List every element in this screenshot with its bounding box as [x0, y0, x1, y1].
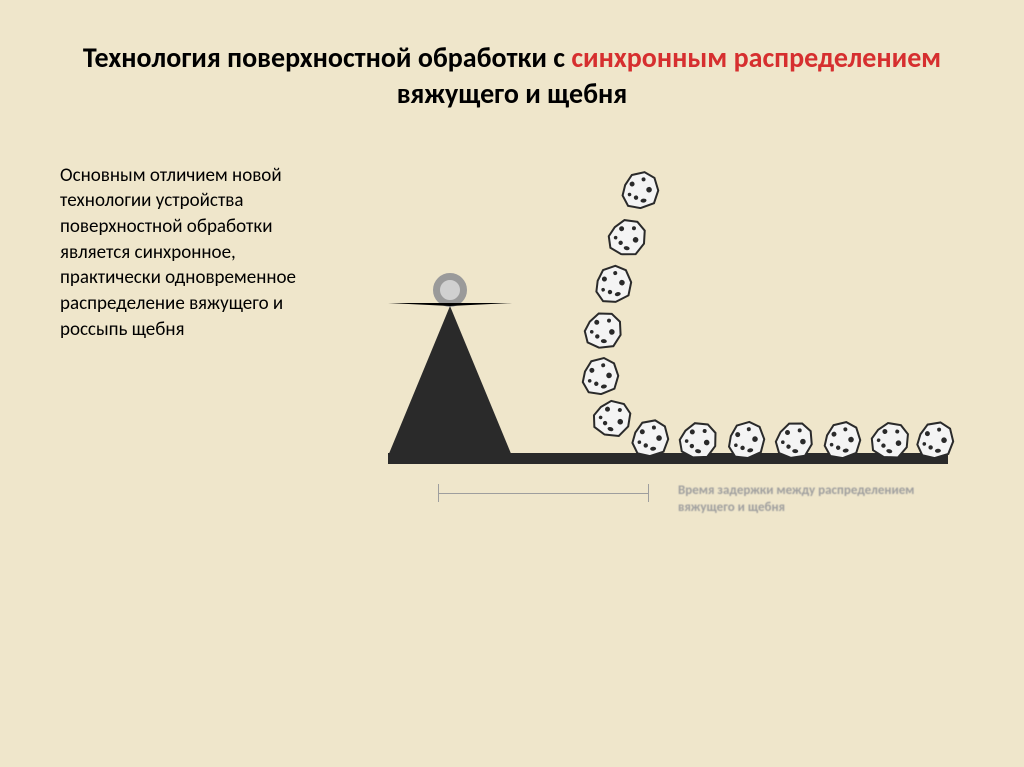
title-part3: вяжущего и щебня	[397, 76, 627, 111]
stone-icon	[577, 354, 623, 398]
spray-triangle-icon	[388, 303, 512, 456]
stone-icon	[675, 418, 721, 462]
content-row: Основным отличием новой технологии устро…	[60, 163, 964, 563]
nozzle-ring-icon	[433, 273, 467, 307]
title-part1: Технология поверхностной обработки с	[83, 40, 571, 75]
stone-icon	[722, 417, 769, 462]
diagram-caption: Время задержки между распределением вяжу…	[678, 483, 914, 517]
stone-icon	[773, 419, 816, 460]
diagram: Время задержки между распределением вяжу…	[360, 163, 950, 563]
stone-icon	[618, 168, 663, 211]
slide-title: Технология поверхностной обработки с син…	[60, 40, 964, 113]
stone-icon	[589, 260, 637, 307]
stone-icon	[819, 418, 864, 462]
caption-line1: Время задержки между распределением	[678, 483, 914, 498]
stone-icon	[628, 417, 672, 459]
body-text: Основным отличием новой технологии устро…	[60, 163, 320, 342]
stone-icon	[603, 214, 650, 259]
measure-line	[438, 493, 648, 494]
title-part2: синхронным распределением	[571, 40, 941, 75]
caption-line2: вяжущего и щебня	[678, 500, 785, 515]
measure-tick-right	[648, 484, 649, 502]
slide: Технология поверхностной обработки с син…	[0, 0, 1024, 767]
stone-icon	[913, 419, 956, 460]
stone-icon	[581, 309, 625, 351]
